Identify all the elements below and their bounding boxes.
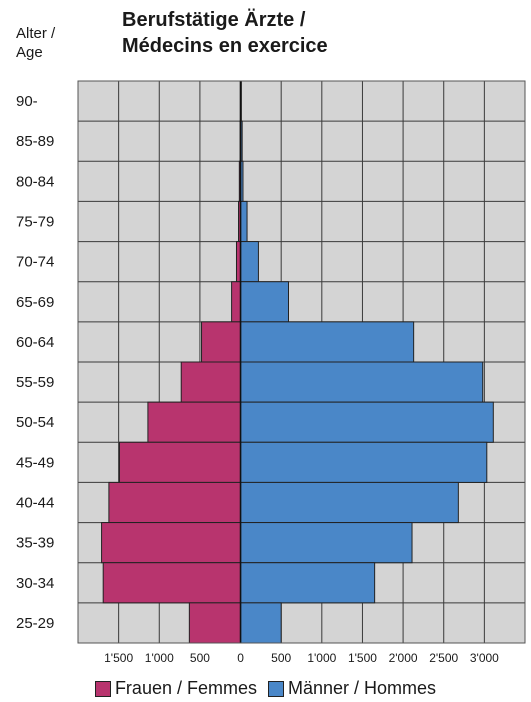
bar-men-70-74 [241, 242, 259, 282]
age-label-70-74: 70-74 [16, 254, 54, 271]
bar-men-35-39 [241, 523, 412, 563]
age-label-40-44: 40-44 [16, 495, 54, 512]
bar-men-75-79 [241, 201, 248, 241]
x-tick-label: 2'500 [429, 651, 458, 665]
age-label-55-59: 55-59 [16, 374, 54, 391]
legend-swatch-women [95, 681, 111, 697]
x-tick-label: 500 [271, 651, 291, 665]
bar-men-25-29 [241, 603, 282, 643]
x-tick-label: 1'500 [348, 651, 377, 665]
x-tick-label: 1'500 [104, 651, 133, 665]
legend-label-women: Frauen / Femmes [115, 678, 257, 699]
bar-women-60-64 [202, 322, 241, 362]
age-label-30-34: 30-34 [16, 575, 54, 592]
bar-women-30-34 [103, 563, 240, 603]
age-label-90-: 90- [16, 93, 38, 110]
age-label-65-69: 65-69 [16, 294, 54, 311]
chart-legend: Frauen / Femmes Männer / Hommes [0, 678, 531, 702]
bar-men-65-69 [241, 282, 289, 322]
age-label-80-84: 80-84 [16, 173, 54, 190]
bar-men-30-34 [241, 563, 375, 603]
legend-item-women: Frauen / Femmes [95, 678, 257, 699]
bar-men-60-64 [241, 322, 414, 362]
bar-men-45-49 [241, 442, 487, 482]
age-label-75-79: 75-79 [16, 214, 54, 231]
age-label-25-29: 25-29 [16, 615, 54, 632]
legend-item-men: Männer / Hommes [268, 678, 436, 699]
bar-women-55-59 [181, 362, 240, 402]
x-tick-label: 1'000 [307, 651, 336, 665]
legend-swatch-men [268, 681, 284, 697]
bar-women-65-69 [232, 282, 241, 322]
age-label-45-49: 45-49 [16, 454, 54, 471]
bar-men-50-54 [241, 402, 494, 442]
age-label-35-39: 35-39 [16, 535, 54, 552]
bar-women-50-54 [148, 402, 241, 442]
x-tick-label: 500 [190, 651, 210, 665]
age-label-60-64: 60-64 [16, 334, 54, 351]
bar-women-40-44 [109, 482, 241, 522]
bar-men-55-59 [241, 362, 483, 402]
bar-women-45-49 [119, 442, 240, 482]
age-label-85-89: 85-89 [16, 133, 54, 150]
x-tick-label: 2'000 [389, 651, 418, 665]
x-tick-label: 0 [237, 651, 244, 665]
bar-women-25-29 [189, 603, 240, 643]
age-label-50-54: 50-54 [16, 414, 54, 431]
x-tick-label: 3'000 [470, 651, 499, 665]
x-tick-label: 1'000 [145, 651, 174, 665]
legend-label-men: Männer / Hommes [288, 678, 436, 699]
bar-women-35-39 [102, 523, 241, 563]
bar-men-40-44 [241, 482, 459, 522]
